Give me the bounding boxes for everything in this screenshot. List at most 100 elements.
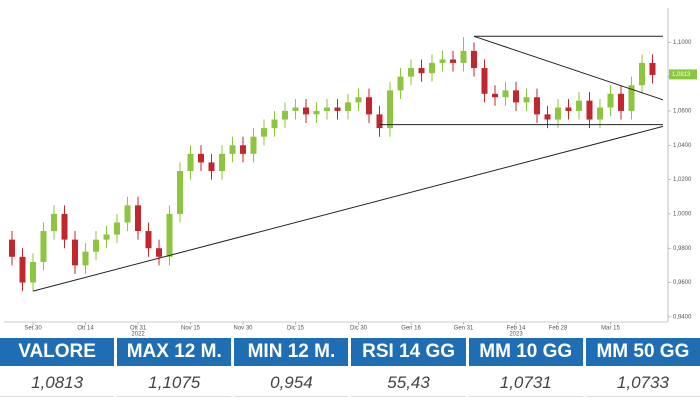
candle-body: [219, 153, 225, 172]
candle-body: [397, 76, 404, 91]
trendline: [32, 125, 664, 292]
candle-body: [303, 107, 309, 115]
candle-body: [502, 90, 509, 98]
trendline: [473, 35, 664, 101]
candle-body: [429, 62, 435, 74]
candle-body: [261, 128, 267, 137]
candle-body: [523, 97, 530, 103]
candle-body: [555, 107, 561, 120]
table-value: 1,0813: [0, 370, 115, 397]
x-tick-label: Mar 15: [601, 326, 620, 332]
x-tick-label: Ott 14: [77, 326, 94, 332]
last-price-label: 1,0813: [672, 72, 691, 78]
candle-body: [51, 213, 57, 232]
candle-body: [313, 110, 320, 115]
stats-table: VALORE MAX 12 M. MIN 12 M. RSI 14 GG MM 10 G…: [0, 338, 700, 397]
x-tick-label: Feb 14: [507, 326, 526, 332]
candle-body: [30, 261, 36, 283]
y-tick-label: 1,0400: [673, 143, 692, 149]
candle-body: [471, 50, 477, 69]
candle-body: [177, 171, 183, 214]
x-tick-label: Gen 31: [454, 326, 474, 332]
chart: 0,9400 0,9600 0,9800 1,0000 1,0200 1,0400 1,06…: [4, 8, 697, 338]
candle-body: [93, 239, 99, 252]
table-header: VALORE: [0, 338, 115, 366]
candle-body: [544, 114, 551, 120]
y-tick-label: 1,0000: [673, 211, 692, 217]
candle-body: [628, 85, 635, 111]
candle-body: [250, 136, 257, 154]
table-header: MM 50 GG: [585, 338, 700, 366]
candle-body: [334, 107, 341, 111]
candle-body: [282, 110, 288, 120]
candle-body: [639, 62, 645, 86]
last-price-box: [669, 69, 697, 80]
candle-body: [124, 205, 131, 223]
candle-body: [156, 248, 162, 257]
table-value: 1,1075: [117, 370, 232, 397]
candle-body: [324, 107, 330, 111]
candle-body: [366, 97, 372, 115]
x-tick-label: Nov 15: [181, 326, 201, 332]
x-tick-label: Ott 31: [130, 326, 147, 332]
candle-body: [292, 107, 299, 111]
candle-body: [618, 93, 624, 111]
candle-body: [492, 93, 498, 98]
table-value: 1,0733: [585, 370, 700, 397]
table-header: RSI 14 GG: [351, 338, 466, 366]
candle-body: [513, 90, 519, 103]
candle-body: [460, 50, 467, 63]
candle-body: [345, 102, 351, 111]
table-value: 55,43: [351, 370, 466, 397]
candle-body: [271, 119, 278, 129]
candle-body: [208, 162, 215, 172]
candle-body: [607, 93, 614, 108]
x-tick-label: Nov 30: [233, 326, 253, 332]
y-tick-label: 0,9600: [673, 280, 692, 286]
candle-body: [40, 231, 47, 262]
candle-body: [565, 107, 572, 111]
candle-body: [198, 153, 204, 163]
candle-body: [135, 205, 141, 232]
x-year-label: 2023: [509, 332, 523, 336]
candle-body: [145, 231, 152, 249]
candle-body: [418, 68, 425, 74]
candle-body: [240, 145, 246, 154]
table-value: 1,0731: [468, 370, 583, 397]
candle-body: [82, 251, 89, 266]
y-tick-label: 1,0200: [673, 177, 692, 183]
candle-body: [481, 68, 488, 94]
x-tick-label: Set 30: [24, 326, 42, 332]
y-tick-label: 0,9400: [673, 314, 692, 320]
candle-body: [72, 239, 78, 266]
candle-body: [408, 68, 414, 77]
candle-body: [576, 100, 582, 111]
candle-body: [9, 239, 15, 257]
candle-body: [450, 59, 456, 63]
candle-body: [439, 59, 446, 63]
table-header: MIN 12 M.: [234, 338, 349, 366]
y-tick-label: 1,0600: [673, 109, 692, 115]
x-tick-label: Dic 15: [287, 326, 305, 332]
candle-body: [534, 97, 540, 115]
x-year-label: 2022: [131, 332, 145, 336]
y-tick-label: 1,1000: [673, 40, 692, 46]
x-tick-label: Feb 28: [549, 326, 568, 332]
candle-body: [61, 213, 68, 240]
candle-body: [166, 213, 173, 257]
x-tick-label: Gen 16: [401, 326, 421, 332]
x-tick-label: Dic 30: [350, 326, 368, 332]
candle-body: [229, 145, 236, 154]
candle-body: [187, 153, 194, 172]
table-value: 0,954: [234, 370, 349, 397]
candle-body: [355, 97, 362, 103]
table-header: MM 10 GG: [468, 338, 583, 366]
candle-body: [103, 234, 110, 240]
table-header: MAX 12 M.: [117, 338, 232, 366]
candle-body: [376, 114, 383, 129]
y-tick-label: 0,9800: [673, 246, 692, 252]
candle-body: [649, 62, 656, 75]
candle-body: [19, 256, 26, 283]
candle-body: [387, 90, 393, 129]
